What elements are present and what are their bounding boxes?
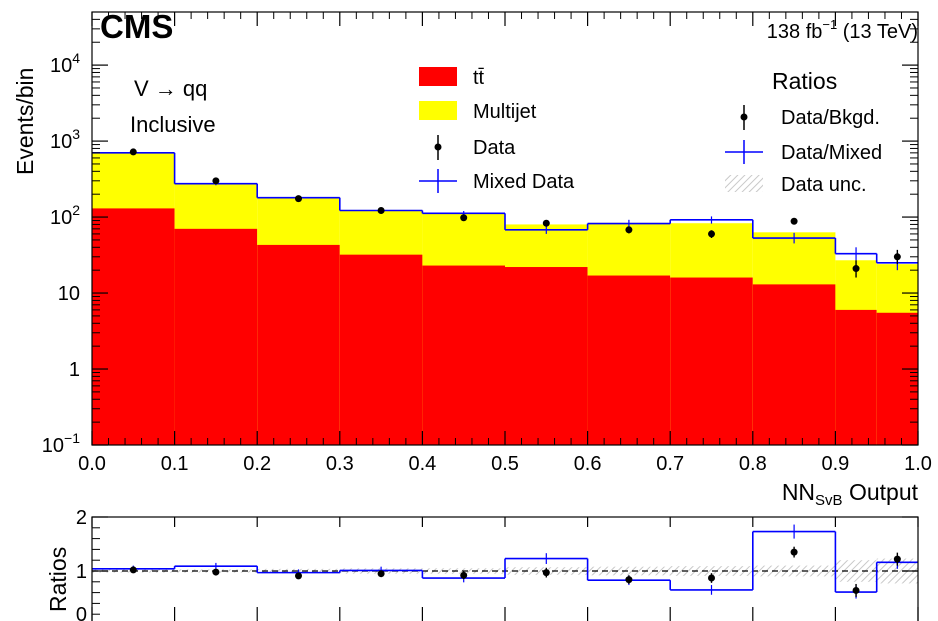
ratio-y-tick-label: 0: [76, 604, 87, 621]
x-tick-label: 0.9: [821, 453, 849, 475]
main-legend: tt̄ Multijet Data Mixed Data: [419, 67, 575, 193]
ttbar-bar: [422, 265, 505, 445]
legend-databkgd-label: Data/Bkgd.: [781, 107, 880, 129]
legend-data-label: Data: [473, 137, 516, 159]
ttbar-bar: [174, 228, 258, 445]
data-point: [542, 219, 550, 227]
ratio-point: [852, 586, 860, 594]
ttbar-bar: [92, 208, 175, 445]
legend-ttbar-swatch: [419, 67, 457, 86]
legend-databkgd-marker: [740, 105, 748, 130]
ttbar-bar: [876, 312, 918, 445]
data-point: [852, 265, 860, 273]
legend-data-marker: [434, 135, 442, 160]
x-tick-label: 1.0: [904, 453, 932, 475]
ratio-point: [790, 548, 798, 556]
ratio-point: [129, 566, 137, 574]
y-tick-label: 102: [50, 202, 80, 229]
data-point: [893, 253, 901, 261]
lumi-label: 138 fb−1 (13 TeV): [767, 17, 918, 43]
ratio-y-tick-label: 1: [76, 561, 87, 583]
data-point: [212, 177, 220, 185]
ratio-y-tick-label: 2: [76, 507, 87, 529]
ratio-point: [542, 569, 550, 577]
channel-label: V → qq: [134, 76, 207, 101]
legend-dataunc-swatch: [725, 175, 763, 192]
y-tick-label: 10: [58, 283, 80, 305]
y-axis-title: Events/bin: [12, 68, 38, 175]
legend-datamixed-marker: [725, 140, 763, 164]
unc-band-segment: [670, 566, 753, 576]
ratio-y-axis-title: Ratios: [45, 547, 71, 612]
ratio-data-bkgd: [129, 546, 901, 597]
legend-mixed-label: Mixed Data: [473, 171, 575, 193]
ratio-legend: Ratios Data/Bkgd. Data/Mixed Data unc.: [725, 68, 882, 196]
ratio-point: [212, 568, 220, 576]
ratio-point: [708, 574, 715, 582]
main-axes: 0.0 0.1 0.2 0.3 0.4 0.5 0.6 0.7 0.8 0.9 1.0 10−1 1 10…: [42, 11, 932, 475]
selection-label: Inclusive: [130, 112, 216, 137]
data-point: [129, 148, 137, 156]
legend-multijet-label: Multijet: [473, 101, 537, 123]
ratio-legend-title: Ratios: [772, 68, 837, 94]
ratio-point: [625, 576, 633, 584]
y-tick-label: 1: [69, 359, 80, 381]
legend-dataunc-label: Data unc.: [781, 174, 867, 196]
legend-datamixed-label: Data/Mixed: [781, 142, 882, 164]
ratio-data-mixed: [92, 524, 918, 599]
ttbar-bar: [835, 309, 877, 445]
y-tick-label: 10−1: [42, 430, 80, 457]
y-tick-label: 104: [50, 50, 80, 77]
x-tick-label: 0.1: [161, 453, 189, 475]
x-tick-label: 0.2: [243, 453, 271, 475]
data-point: [708, 230, 715, 238]
x-tick-label: 0.6: [574, 453, 602, 475]
ratio-point: [377, 570, 385, 578]
data-point: [460, 214, 468, 222]
y-tick-label: 103: [50, 126, 80, 153]
ttbar-bar: [587, 275, 671, 445]
data-points: [129, 148, 901, 278]
ratio-axes: 0 1 2: [76, 507, 919, 621]
data-point: [377, 207, 385, 215]
legend-multijet-swatch: [419, 101, 457, 120]
ttbar-bar: [257, 244, 340, 445]
legend-mixed-marker: [419, 169, 457, 193]
x-tick-label: 0.4: [408, 453, 436, 475]
ttbar-bar: [670, 277, 753, 445]
ttbar-bar: [339, 254, 423, 445]
ratio-point: [460, 571, 468, 579]
x-tick-label: 0.8: [739, 453, 767, 475]
ratio-point: [893, 555, 901, 563]
legend-ttbar-label: tt̄: [473, 67, 485, 89]
data-point: [295, 195, 302, 203]
cms-label: CMS: [100, 8, 173, 45]
x-tick-label: 0.5: [491, 453, 519, 475]
x-tick-label: 0.7: [656, 453, 684, 475]
unc-band-segment: [587, 566, 671, 576]
data-point: [790, 217, 798, 225]
x-tick-label: 0.3: [326, 453, 354, 475]
ratio-point: [295, 572, 302, 580]
ttbar-bar: [752, 284, 836, 445]
x-axis-title: NNSvB Output: [782, 479, 919, 509]
ttbar-bar: [505, 267, 588, 445]
data-point: [625, 226, 633, 234]
stacked-histogram: [92, 152, 918, 446]
x-tick-label: 0.0: [78, 453, 106, 475]
